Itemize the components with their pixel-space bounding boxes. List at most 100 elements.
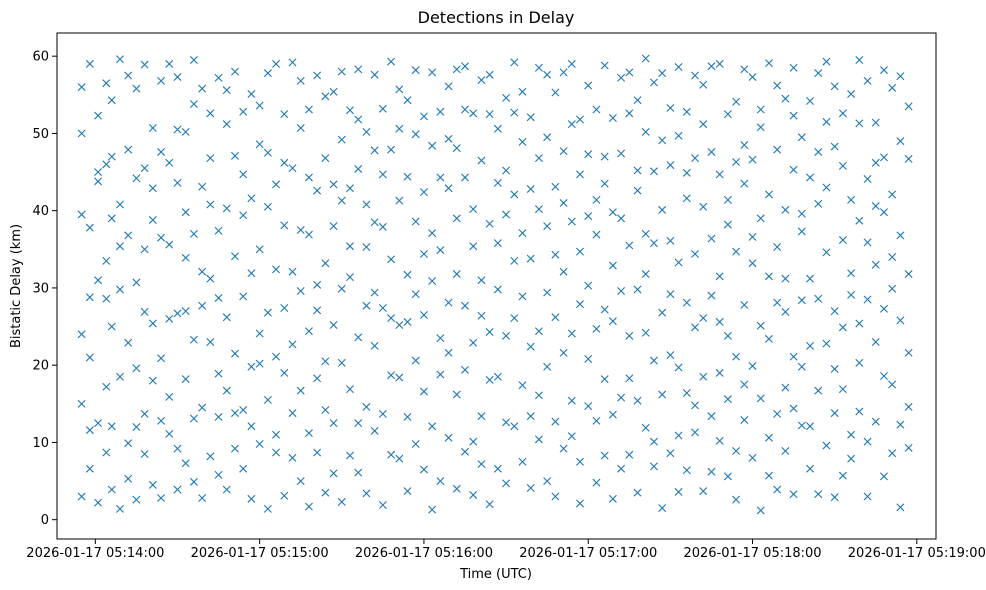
detection-marker (493, 372, 502, 381)
detection-marker (198, 84, 207, 93)
detection-marker (452, 65, 461, 74)
detection-marker (641, 423, 650, 432)
detection-marker (444, 348, 453, 357)
detection-marker (173, 309, 182, 318)
detection-marker (510, 190, 519, 199)
detection-marker (115, 285, 124, 294)
detection-marker (214, 226, 223, 235)
detection-marker (288, 453, 297, 462)
detection-marker (173, 444, 182, 453)
detection-marker (666, 236, 675, 245)
detection-marker (567, 217, 576, 226)
detection-marker (288, 340, 297, 349)
detection-marker (239, 464, 248, 473)
detection-marker (140, 409, 149, 418)
detection-marker (387, 371, 396, 380)
detection-marker (534, 205, 543, 214)
detection-marker (666, 161, 675, 170)
detection-marker (469, 205, 478, 214)
detection-marker (239, 170, 248, 179)
detection-marker (863, 492, 872, 501)
detection-marker (699, 202, 708, 211)
detection-marker (732, 495, 741, 504)
detection-marker (140, 307, 149, 316)
detection-marker (94, 419, 103, 428)
detection-marker (855, 407, 864, 416)
detection-marker (806, 274, 815, 283)
detection-marker (387, 450, 396, 459)
detection-marker (608, 317, 617, 326)
detection-marker (140, 245, 149, 254)
detection-marker (666, 290, 675, 299)
detection-marker (789, 352, 798, 361)
detection-marker (847, 290, 856, 299)
detection-marker (674, 258, 683, 267)
detection-marker (255, 329, 264, 338)
x-axis-ticks: 2026-01-17 05:14:00 2026-01-17 05:15:00 20… (26, 539, 986, 561)
detection-marker (723, 110, 732, 119)
detection-marker (304, 173, 313, 182)
detection-marker (551, 417, 560, 426)
detection-marker (764, 433, 773, 442)
detection-marker (115, 504, 124, 513)
detection-marker (387, 145, 396, 154)
detection-marker (296, 124, 305, 133)
detection-marker (485, 110, 494, 119)
detection-marker (510, 256, 519, 265)
detection-marker (781, 446, 790, 455)
detection-marker (329, 419, 338, 428)
detection-marker (814, 386, 823, 395)
detection-marker (879, 66, 888, 75)
detection-marker (461, 447, 469, 456)
detection-marker (567, 432, 576, 441)
detection-marker (608, 208, 617, 217)
detection-marker (723, 220, 732, 229)
detection-marker (419, 188, 428, 197)
detection-marker (461, 365, 469, 374)
detection-marker (625, 331, 634, 340)
detection-marker (173, 485, 182, 494)
detection-marker (107, 214, 116, 223)
detection-marker (485, 327, 494, 336)
detection-marker (904, 443, 913, 452)
detection-marker (214, 73, 223, 82)
detection-marker (715, 368, 724, 377)
detection-marker (756, 506, 765, 515)
detection-marker (428, 141, 437, 150)
detection-marker (214, 369, 223, 378)
detection-marker (715, 170, 724, 179)
detection-marker (403, 172, 412, 181)
detection-marker (157, 147, 166, 156)
detection-marker (444, 298, 453, 307)
detection-marker (477, 311, 486, 320)
detection-marker (649, 239, 658, 248)
detection-marker (543, 288, 552, 297)
detection-marker (124, 338, 133, 347)
detection-marker (756, 321, 765, 330)
detection-marker (387, 57, 396, 66)
detection-marker (863, 175, 872, 183)
detection-marker (102, 448, 111, 457)
detection-marker (102, 294, 111, 303)
detection-marker (855, 319, 864, 328)
detection-marker (346, 273, 354, 282)
detection-marker (904, 154, 913, 163)
detection-marker (691, 401, 700, 410)
detection-marker (411, 290, 420, 299)
detection-marker (337, 67, 346, 76)
detection-marker (518, 292, 527, 301)
detection-marker (263, 69, 272, 78)
detection-marker (797, 421, 806, 430)
detection-marker (617, 214, 626, 223)
plot-frame (56, 32, 937, 540)
detection-marker (576, 170, 585, 179)
detection-marker (773, 409, 782, 418)
detection-marker (239, 107, 248, 116)
detection-marker (436, 107, 445, 116)
detection-marker (715, 59, 724, 68)
detection-marker (518, 381, 527, 390)
detection-marker (707, 412, 716, 421)
detection-marker (879, 153, 888, 162)
detection-marker (764, 272, 773, 281)
